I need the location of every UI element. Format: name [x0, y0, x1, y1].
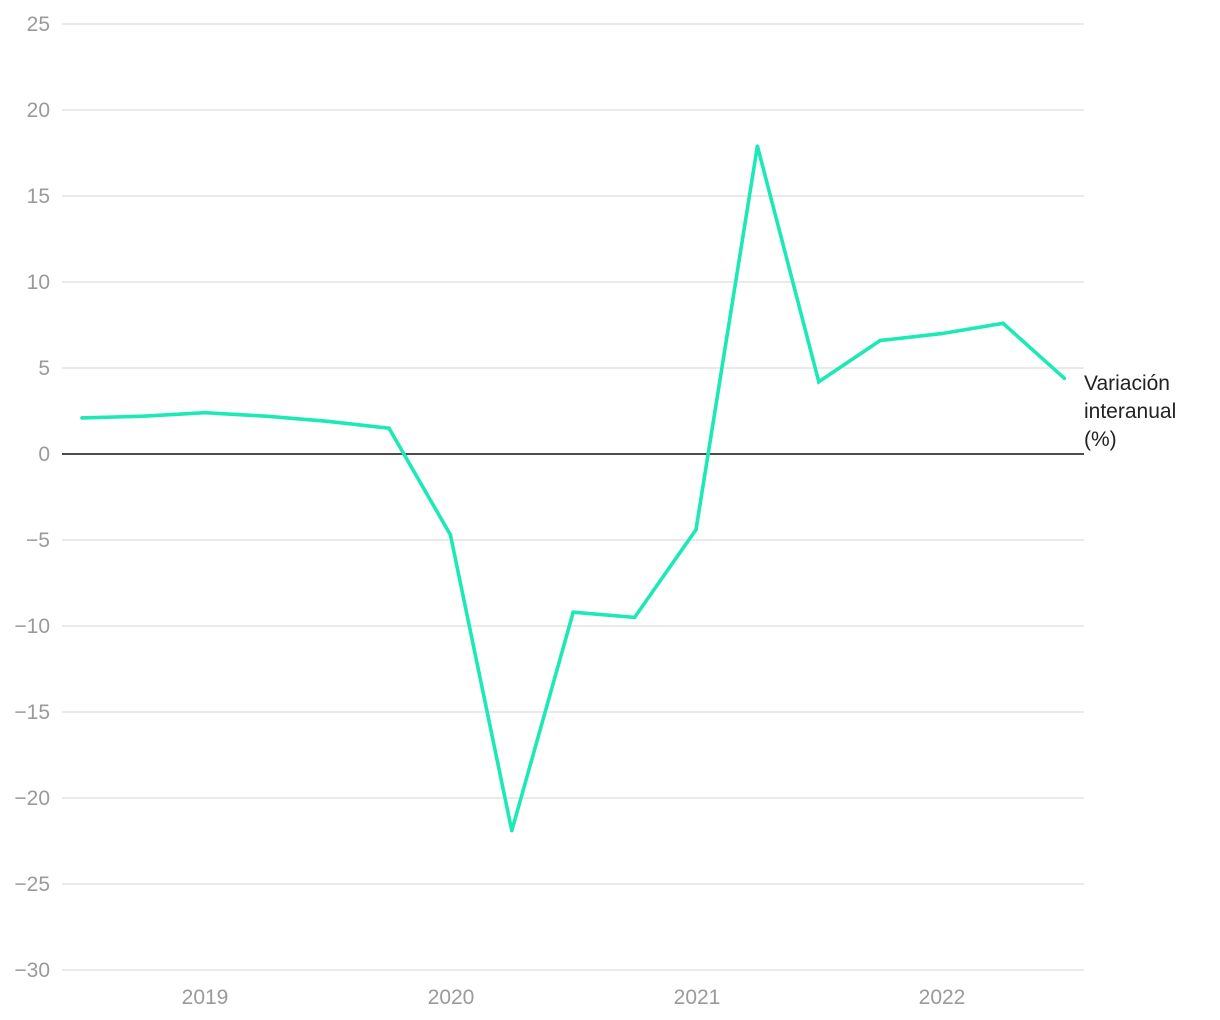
- data-point: [387, 426, 391, 431]
- data-point: [571, 610, 575, 615]
- y-tick-label: 0: [38, 443, 50, 466]
- series-group: [80, 144, 1067, 833]
- data-point: [80, 416, 84, 420]
- data-point: [755, 144, 760, 148]
- data-point: [817, 379, 821, 384]
- series-label-line: interanual: [1084, 400, 1176, 423]
- series-line: [81, 145, 1066, 832]
- y-tick-label: 20: [27, 99, 50, 122]
- data-point: [878, 338, 882, 343]
- data-point: [203, 410, 207, 415]
- x-tick-label: 2019: [182, 986, 229, 1009]
- data-point: [510, 828, 514, 833]
- y-tick-label: −10: [14, 615, 50, 638]
- y-tick-label: −20: [14, 787, 50, 810]
- x-tick-label: 2022: [919, 986, 966, 1009]
- data-point: [632, 615, 637, 620]
- y-tick-label: −30: [14, 959, 50, 982]
- y-tick-label: 10: [27, 271, 50, 294]
- y-axis: 25 20 15 10 5 0 −5 −10 −15 −20 −25 −30: [14, 13, 50, 982]
- data-point: [939, 331, 944, 336]
- x-tick-label: 2020: [428, 986, 475, 1009]
- data-point: [1001, 321, 1005, 326]
- x-axis: 2019 2020 2021 2022: [182, 986, 966, 1009]
- x-tick-label: 2021: [674, 986, 721, 1009]
- y-tick-label: −15: [14, 701, 50, 724]
- data-point: [694, 527, 698, 532]
- data-point: [1062, 376, 1067, 381]
- data-point: [264, 414, 269, 418]
- series-label-line: Variación: [1084, 372, 1170, 395]
- data-point: [141, 414, 146, 418]
- y-tick-label: 15: [27, 185, 50, 208]
- grid-lines: [62, 23, 1084, 971]
- series-label: Variación interanual (%): [1084, 372, 1176, 451]
- y-tick-label: −5: [26, 529, 50, 552]
- data-point: [448, 533, 453, 537]
- y-tick-label: −25: [14, 873, 50, 896]
- y-tick-label: 25: [27, 13, 50, 36]
- y-tick-label: 5: [38, 357, 50, 380]
- data-point: [325, 419, 330, 424]
- series-label-line: (%): [1084, 428, 1117, 451]
